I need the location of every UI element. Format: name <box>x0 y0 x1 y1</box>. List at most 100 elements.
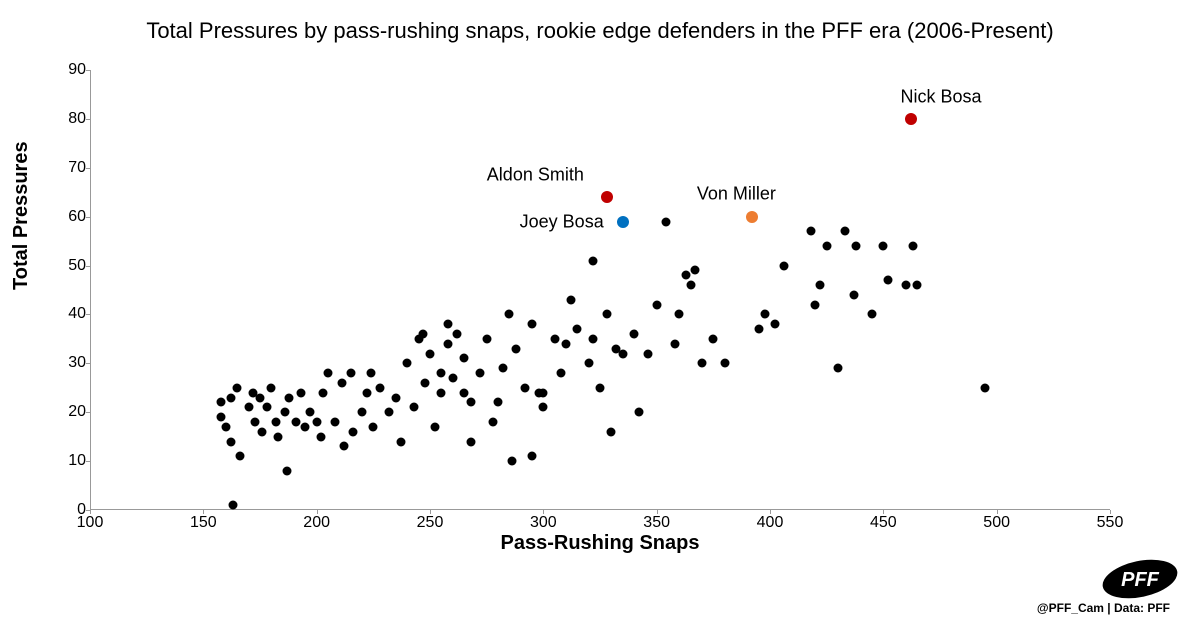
point-label: Nick Bosa <box>901 86 982 107</box>
data-point <box>840 227 849 236</box>
y-tick <box>86 217 90 218</box>
data-point <box>822 242 831 251</box>
data-point <box>811 300 820 309</box>
data-point <box>770 320 779 329</box>
highlighted-point <box>601 191 613 203</box>
data-point <box>675 310 684 319</box>
data-point <box>217 398 226 407</box>
data-point <box>251 418 260 427</box>
data-point <box>754 325 763 334</box>
data-point <box>444 339 453 348</box>
y-tick <box>86 168 90 169</box>
y-tick-label: 80 <box>68 110 86 128</box>
data-point <box>475 369 484 378</box>
data-point <box>392 393 401 402</box>
data-point <box>682 271 691 280</box>
data-point <box>419 330 428 339</box>
data-point <box>319 388 328 397</box>
x-axis-label: Pass-Rushing Snaps <box>0 532 1200 555</box>
data-point <box>403 359 412 368</box>
x-tick-label: 350 <box>643 514 670 532</box>
credit-text: @PFF_Cam | Data: PFF <box>1037 601 1170 615</box>
data-point <box>283 466 292 475</box>
data-point <box>550 334 559 343</box>
data-point <box>686 281 695 290</box>
data-point <box>589 256 598 265</box>
data-point <box>376 383 385 392</box>
pff-logo: PFF <box>1100 559 1180 599</box>
data-point <box>883 276 892 285</box>
data-point <box>330 418 339 427</box>
y-tick-label: 10 <box>68 452 86 470</box>
data-point <box>271 418 280 427</box>
data-point <box>539 403 548 412</box>
data-point <box>312 418 321 427</box>
x-tick-label: 200 <box>303 514 330 532</box>
data-point <box>448 374 457 383</box>
data-point <box>643 349 652 358</box>
y-tick-label: 70 <box>68 159 86 177</box>
y-tick <box>86 461 90 462</box>
data-point <box>607 427 616 436</box>
y-tick-label: 60 <box>68 208 86 226</box>
data-point <box>426 349 435 358</box>
data-point <box>557 369 566 378</box>
data-point <box>228 501 237 510</box>
data-point <box>528 320 537 329</box>
x-tick-label: 150 <box>190 514 217 532</box>
data-point <box>460 388 469 397</box>
data-point <box>262 403 271 412</box>
data-point <box>460 354 469 363</box>
data-point <box>396 437 405 446</box>
data-point <box>385 408 394 417</box>
data-point <box>217 413 226 422</box>
data-point <box>301 422 310 431</box>
chart-container: Total Pressures by pass-rushing snaps, r… <box>0 0 1200 623</box>
data-point <box>852 242 861 251</box>
data-point <box>466 398 475 407</box>
data-point <box>337 378 346 387</box>
data-point <box>292 418 301 427</box>
data-point <box>317 432 326 441</box>
data-point <box>466 437 475 446</box>
data-point <box>528 452 537 461</box>
data-point <box>589 334 598 343</box>
data-point <box>367 369 376 378</box>
svg-text:PFF: PFF <box>1121 569 1160 591</box>
data-point <box>358 408 367 417</box>
data-point <box>720 359 729 368</box>
data-point <box>274 432 283 441</box>
data-point <box>267 383 276 392</box>
x-tick-label: 400 <box>757 514 784 532</box>
data-point <box>913 281 922 290</box>
data-point <box>691 266 700 275</box>
data-point <box>761 310 770 319</box>
x-tick-label: 100 <box>77 514 104 532</box>
data-point <box>566 295 575 304</box>
data-point <box>410 403 419 412</box>
data-point <box>362 388 371 397</box>
data-point <box>670 339 679 348</box>
highlighted-point <box>746 211 758 223</box>
x-tick-label: 450 <box>870 514 897 532</box>
data-point <box>453 330 462 339</box>
y-tick-label: 40 <box>68 305 86 323</box>
data-point <box>908 242 917 251</box>
data-point <box>512 344 521 353</box>
data-point <box>437 388 446 397</box>
data-point <box>634 408 643 417</box>
point-label: Von Miller <box>697 183 776 204</box>
data-point <box>709 334 718 343</box>
data-point <box>981 383 990 392</box>
y-tick <box>86 412 90 413</box>
data-point <box>339 442 348 451</box>
data-point <box>494 398 503 407</box>
y-tick <box>86 363 90 364</box>
data-point <box>806 227 815 236</box>
highlighted-point <box>905 113 917 125</box>
y-tick-label: 90 <box>68 61 86 79</box>
plot-area <box>90 70 1110 510</box>
data-point <box>226 437 235 446</box>
data-point <box>235 452 244 461</box>
data-point <box>562 339 571 348</box>
